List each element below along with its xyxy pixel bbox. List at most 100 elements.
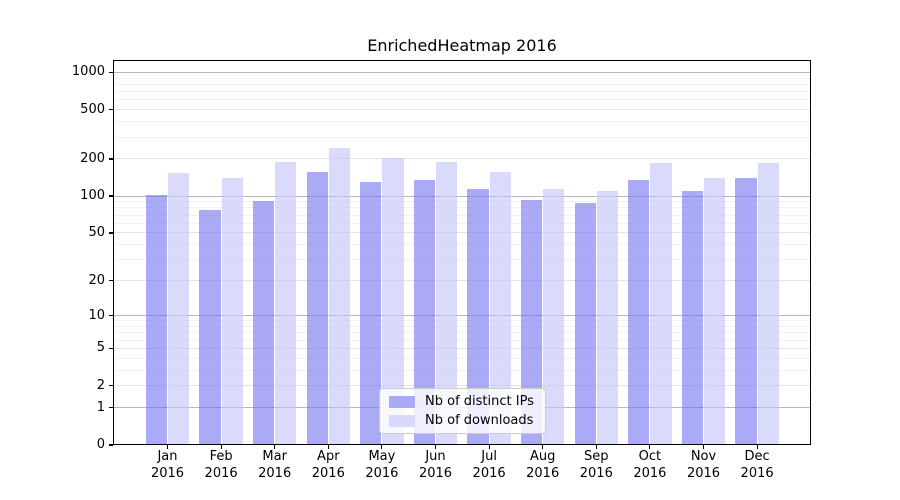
gridline-100 — [113, 195, 811, 197]
bar-downloads-mar — [275, 161, 297, 445]
bar-downloads-dec — [757, 163, 779, 445]
ytick-label-10: 10 — [88, 307, 105, 323]
bar-downloads-jul — [489, 172, 511, 445]
gridline-200 — [113, 158, 811, 160]
xtick-mark-apr — [327, 445, 329, 449]
bar-ips-may — [360, 182, 382, 445]
ytick-mark-0 — [109, 444, 113, 446]
xtick-label-jun: Jun 2016 — [418, 449, 453, 481]
ytick-mark-500 — [109, 109, 113, 111]
ytick-mark-20 — [109, 280, 113, 282]
gridline-30 — [113, 259, 811, 261]
ytick-mark-10 — [109, 315, 113, 317]
bar-downloads-aug — [543, 189, 565, 445]
xtick-label-feb: Feb 2016 — [204, 449, 238, 481]
bar-ips-jun — [413, 180, 435, 445]
bar-ips-oct — [628, 180, 650, 445]
ytick-mark-50 — [109, 232, 113, 234]
gridline-70 — [113, 214, 811, 216]
gridline-600 — [113, 99, 811, 101]
legend-swatch-downloads-icon — [389, 414, 415, 427]
xtick-label-may: May 2016 — [365, 449, 399, 481]
xtick-mark-feb — [220, 445, 222, 449]
xtick-mark-aug — [542, 445, 544, 449]
bar-ips-apr — [306, 171, 328, 445]
ytick-label-200: 200 — [80, 150, 105, 166]
xtick-mark-oct — [649, 445, 651, 449]
xtick-mark-nov — [702, 445, 705, 449]
gridline-900 — [113, 77, 811, 79]
gridline-40 — [113, 244, 811, 246]
gridline-2 — [113, 385, 811, 387]
ytick-mark-100 — [109, 195, 113, 197]
gridline-6 — [113, 339, 811, 341]
gridline-500 — [113, 109, 811, 111]
ytick-mark-1 — [109, 407, 113, 409]
gridline-1000 — [113, 71, 811, 73]
gridline-10 — [113, 315, 811, 317]
bar-ips-aug — [521, 199, 543, 445]
gridline-8 — [113, 326, 811, 327]
ytick-label-0: 0 — [96, 437, 105, 452]
bar-ips-dec — [735, 178, 757, 445]
bar-downloads-nov — [704, 177, 726, 445]
bar-ips-sep — [574, 202, 596, 445]
ytick-label-50: 50 — [88, 224, 105, 240]
ytick-label-1: 1 — [96, 399, 105, 415]
xtick-label-sep: Sep 2016 — [579, 449, 613, 481]
ytick-label-5: 5 — [96, 340, 105, 356]
bar-ips-jul — [467, 189, 489, 445]
xtick-mark-dec — [756, 445, 758, 449]
legend-label-downloads: Nb of downloads — [425, 412, 534, 428]
xtick-label-dec: Dec 2016 — [740, 449, 774, 481]
ytick-label-2: 2 — [96, 377, 105, 393]
gridline-20 — [113, 280, 811, 282]
bar-downloads-feb — [221, 178, 243, 445]
ytick-mark-1000 — [109, 71, 113, 73]
bar-ips-mar — [253, 201, 275, 445]
gridline-9 — [113, 320, 811, 322]
ytick-label-1000: 1000 — [71, 64, 105, 80]
bar-downloads-oct — [650, 163, 672, 445]
ytick-mark-2 — [109, 385, 113, 387]
xtick-label-aug: Aug 2016 — [526, 449, 560, 481]
gridline-7 — [113, 332, 811, 334]
gridline-3 — [113, 369, 811, 371]
legend-swatch-ips-icon — [389, 395, 415, 408]
ytick-label-20: 20 — [88, 272, 105, 288]
gridline-60 — [113, 222, 811, 224]
gridline-90 — [113, 201, 811, 203]
xtick-label-oct: Oct 2016 — [633, 449, 667, 481]
xtick-label-jul: Jul 2016 — [472, 449, 506, 481]
gridline-800 — [113, 83, 811, 85]
xtick-mark-may — [381, 445, 383, 449]
xtick-mark-mar — [274, 445, 276, 449]
bar-downloads-apr — [328, 148, 350, 445]
gridline-4 — [113, 357, 811, 359]
bar-downloads-sep — [596, 190, 618, 445]
xtick-label-jan: Jan 2016 — [150, 449, 185, 481]
gridline-5 — [113, 347, 811, 349]
xtick-mark-sep — [595, 445, 597, 449]
gridline-400 — [113, 121, 811, 123]
bar-downloads-jan — [168, 172, 190, 445]
ytick-mark-200 — [109, 158, 113, 160]
gridline-300 — [113, 136, 811, 138]
ytick-label-500: 500 — [80, 101, 105, 117]
ytick-label-100: 100 — [80, 188, 105, 204]
bar-ips-jan — [145, 194, 167, 445]
legend-row-downloads: Nb of downloads — [389, 412, 536, 428]
bar-ips-feb — [199, 210, 221, 445]
xtick-label-apr: Apr 2016 — [311, 449, 345, 481]
gridline-700 — [113, 91, 811, 93]
legend-label-ips: Nb of distinct IPs — [425, 393, 534, 409]
xtick-mark-jun — [434, 445, 437, 449]
plot-area — [113, 60, 811, 445]
bar-downloads-jun — [436, 162, 458, 445]
gridline-50 — [113, 232, 811, 234]
legend-row-ips: Nb of distinct IPs — [389, 393, 536, 409]
ytick-mark-5 — [109, 347, 113, 349]
bar-ips-nov — [681, 191, 703, 445]
xtick-mark-jan — [166, 445, 169, 449]
